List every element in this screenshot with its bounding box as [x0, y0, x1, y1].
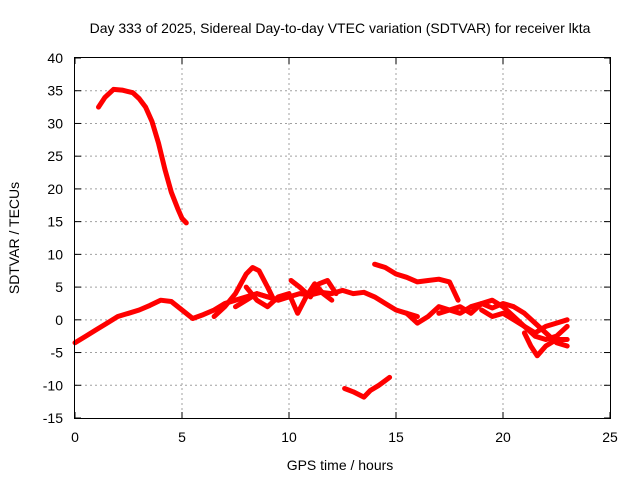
- series-layer: [72, 86, 570, 400]
- x-tick-label: 0: [71, 429, 79, 445]
- series-track-12: [342, 374, 393, 400]
- y-tick-label: -5: [51, 345, 64, 361]
- series-track-1: [96, 86, 189, 226]
- y-tick-label: 40: [47, 50, 63, 66]
- x-tick-label: 5: [178, 429, 186, 445]
- y-tick-label: 10: [47, 246, 63, 262]
- series-track-3: [211, 265, 277, 319]
- plot-frame: [74, 57, 611, 419]
- y-tick-label: 5: [55, 279, 63, 295]
- x-tick-label: 10: [281, 429, 297, 445]
- chart-title: Day 333 of 2025, Sidereal Day-to-day VTE…: [90, 20, 591, 36]
- y-axis-label: SDTVAR / TECUs: [6, 182, 22, 294]
- y-tick-label: 15: [47, 214, 63, 230]
- series-track-6: [288, 278, 339, 300]
- y-tick-label: -10: [43, 377, 63, 393]
- y-tick-label: 20: [47, 181, 63, 197]
- x-tick-labels: 0 5 10 15 20 25: [71, 429, 618, 445]
- grid: [74, 57, 611, 419]
- series-track-5: [243, 281, 335, 316]
- series-track-2: [72, 291, 271, 346]
- x-tick-label: 15: [388, 429, 404, 445]
- x-axis-label: GPS time / hours: [287, 457, 394, 473]
- x-tick-label: 20: [495, 429, 511, 445]
- y-tick-label: 25: [47, 148, 63, 164]
- y-tick-labels: -15 -10 -5 0 5 10 15 20 25 30 35 40: [43, 50, 63, 426]
- series-track-7: [372, 261, 461, 303]
- series-track-11: [521, 330, 570, 359]
- series-track-10: [479, 307, 570, 336]
- y-tick-label: 30: [47, 115, 63, 131]
- y-tick-label: 35: [47, 83, 63, 99]
- x-tick-label: 25: [602, 429, 618, 445]
- series-track-9: [436, 297, 570, 342]
- y-tick-label: -15: [43, 410, 63, 426]
- y-tick-label: 0: [55, 312, 63, 328]
